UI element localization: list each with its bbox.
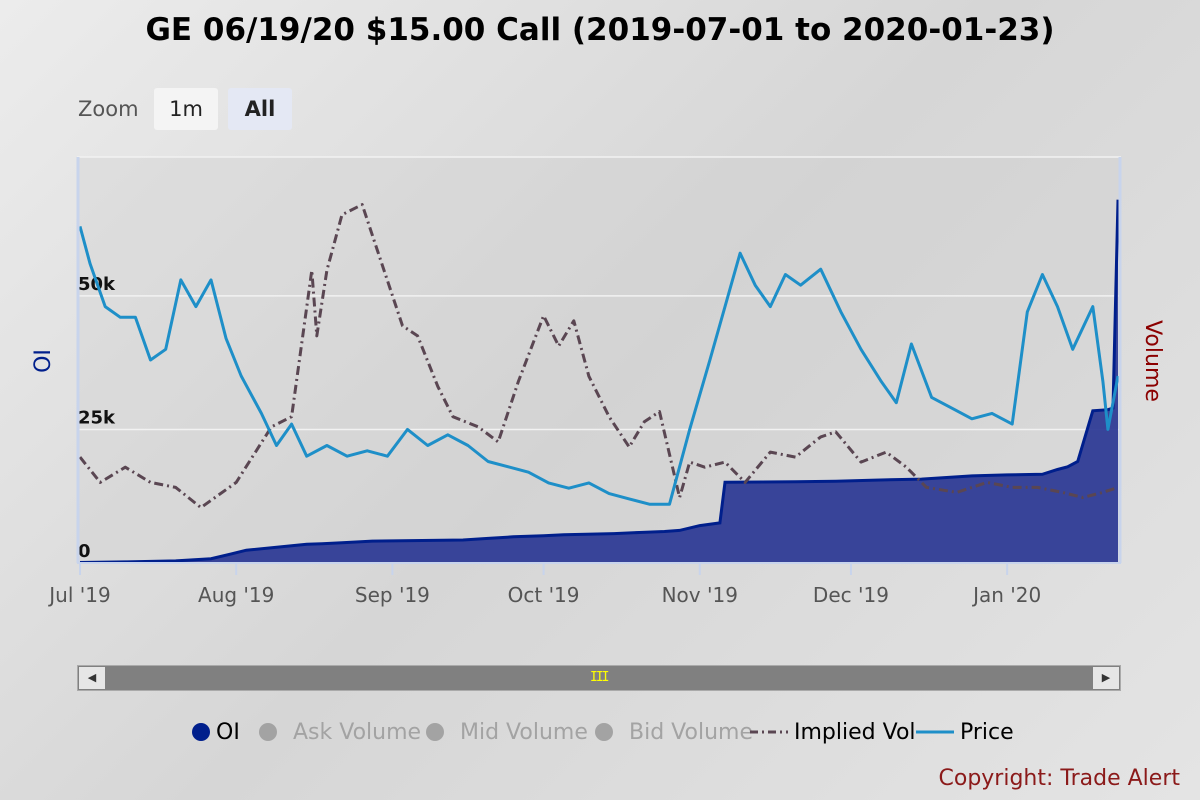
x-tick-label: Dec '19 <box>813 583 889 607</box>
legend-mid-volume-dot-icon <box>426 723 444 741</box>
zoom-1m-button[interactable]: 1m <box>154 88 218 130</box>
x-tick-label: Jul '19 <box>47 583 110 607</box>
legend-implied-vol-line-icon <box>750 730 788 734</box>
legend-ask-volume[interactable]: Ask Volume <box>259 716 421 748</box>
price-line <box>78 226 1120 506</box>
navigator-grip[interactable]: III <box>590 670 610 685</box>
legend-mid-volume-label: Mid Volume <box>460 719 588 745</box>
zoom-label: Zoom <box>78 97 139 121</box>
x-tick-label: Sep '19 <box>355 583 430 607</box>
x-tick-label: Nov '19 <box>662 583 738 607</box>
x-tick-label: Oct '19 <box>508 583 580 607</box>
oi-axis-title: OI <box>31 349 56 373</box>
implied-vol-line <box>78 203 1119 510</box>
y-tick-label: 25k <box>78 407 116 428</box>
legend-mid-volume[interactable]: Mid Volume <box>426 716 588 748</box>
navigator-right-arrow-icon[interactable]: ▶ <box>1093 667 1119 689</box>
legend-price-label: Price <box>960 719 1014 745</box>
oi-area <box>80 199 1118 563</box>
copyright-text: Copyright: Trade Alert <box>938 766 1181 791</box>
legend-bid-volume-label: Bid Volume <box>629 719 753 745</box>
legend-bid-volume-dot-icon <box>595 723 613 741</box>
legend-ask-volume-dot-icon <box>259 723 277 741</box>
legend-ask-volume-label: Ask Volume <box>293 719 422 745</box>
x-tick-label: Jan '20 <box>971 583 1041 607</box>
legend-implied-vol-label: Implied Vol <box>794 719 916 745</box>
volume-axis-title: Volume <box>1140 320 1165 402</box>
legend-oi-label: OI <box>216 719 240 745</box>
navigator-scrollbar[interactable]: ◀ III ▶ <box>77 665 1121 691</box>
legend-bid-volume[interactable]: Bid Volume <box>595 716 753 748</box>
x-tick-label: Aug '19 <box>198 583 274 607</box>
legend-price-line-icon <box>916 730 954 734</box>
navigator-left-arrow-icon[interactable]: ◀ <box>79 667 105 689</box>
legend-price[interactable]: Price <box>916 716 1014 748</box>
y-tick-label: 0 <box>78 541 91 562</box>
legend-oi-dot-icon <box>192 723 210 741</box>
oi-line <box>79 199 1120 564</box>
legend-implied-vol[interactable]: Implied Vol <box>750 716 916 748</box>
chart-title: GE 06/19/20 $15.00 Call (2019-07-01 to 2… <box>145 12 1055 48</box>
legend-oi[interactable]: OI <box>192 716 240 748</box>
zoom-all-button[interactable]: All <box>228 88 292 130</box>
